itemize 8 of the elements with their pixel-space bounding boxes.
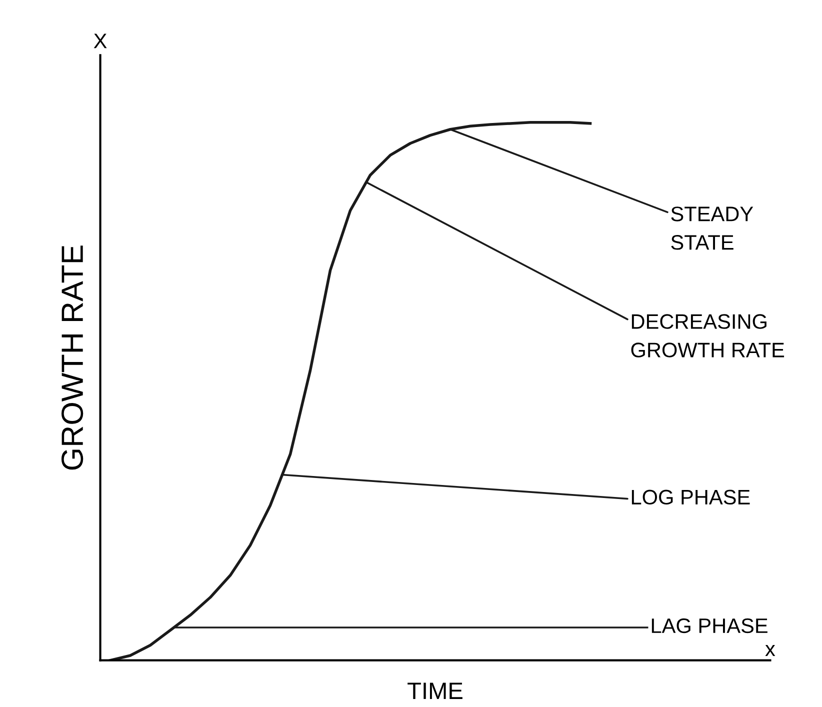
text: DECREASING GROWTH RATE bbox=[631, 314, 784, 358]
text: STEADY STATE bbox=[671, 206, 754, 250]
text: LOG PHASE bbox=[632, 490, 750, 505]
y-axis-title: GROWTH RATE bbox=[61, 246, 84, 470]
x-axis-title: TIME bbox=[408, 682, 462, 699]
text: x bbox=[765, 645, 776, 656]
ref-line-label: LAG PHASE bbox=[652, 618, 768, 634]
text: X bbox=[94, 34, 107, 48]
